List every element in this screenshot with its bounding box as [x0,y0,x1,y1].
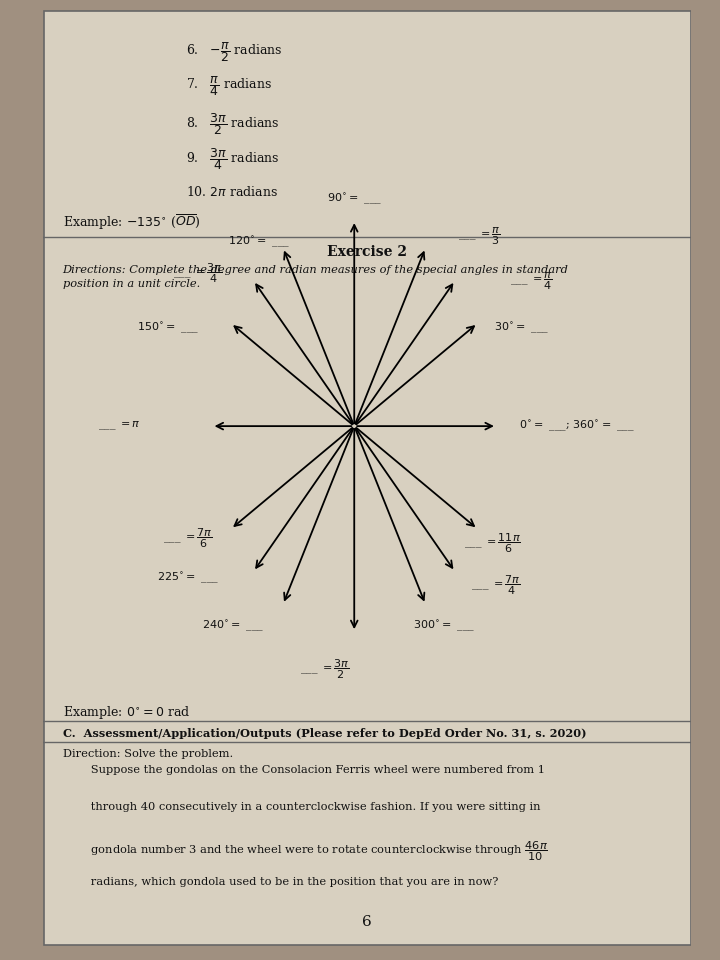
Text: ___ $= \dfrac{7\pi}{6}$: ___ $= \dfrac{7\pi}{6}$ [163,527,213,550]
Text: ___ $= \dfrac{7\pi}{4}$: ___ $= \dfrac{7\pi}{4}$ [471,573,521,597]
Text: $150^{\circ} = $ ___: $150^{\circ} = $ ___ [137,321,199,335]
Text: $225^{\circ} = $ ___: $225^{\circ} = $ ___ [156,570,219,585]
Text: Example: $0^{\circ} = 0$ rad: Example: $0^{\circ} = 0$ rad [63,704,190,721]
Text: $0^{\circ} = $ ___; $360^{\circ} = $ ___: $0^{\circ} = $ ___; $360^{\circ} = $ ___ [519,419,635,433]
Text: $90^{\circ} = $ ___: $90^{\circ} = $ ___ [327,192,382,206]
Text: $300^{\circ} = $ ___: $300^{\circ} = $ ___ [413,618,475,633]
FancyBboxPatch shape [44,11,690,945]
Text: ___ $= \dfrac{11\pi}{6}$: ___ $= \dfrac{11\pi}{6}$ [464,532,521,555]
Text: Direction: Solve the problem.: Direction: Solve the problem. [63,749,233,759]
Text: 8.   $\dfrac{3\pi}{2}$ radians: 8. $\dfrac{3\pi}{2}$ radians [186,110,279,136]
Text: $30^{\circ} = $ ___: $30^{\circ} = $ ___ [493,321,549,335]
Text: through 40 consecutively in a counterclockwise fashion. If you were sitting in: through 40 consecutively in a counterclo… [69,803,541,812]
Text: $120^{\circ} = $ ___: $120^{\circ} = $ ___ [228,234,290,249]
Text: Suppose the gondolas on the Consolacion Ferris wheel were numbered from 1: Suppose the gondolas on the Consolacion … [69,765,545,775]
Text: 6.   $-\dfrac{\pi}{2}$ radians: 6. $-\dfrac{\pi}{2}$ radians [186,39,282,63]
Text: position in a unit circle.: position in a unit circle. [63,279,200,289]
Text: Example: $-135^{\circ}$ ($\overline{OD}$): Example: $-135^{\circ}$ ($\overline{OD}$… [63,212,200,231]
Text: 9.   $\dfrac{3\pi}{4}$ radians: 9. $\dfrac{3\pi}{4}$ radians [186,147,279,172]
Text: ___ $= \pi$: ___ $= \pi$ [98,420,141,432]
Text: radians, which gondola used to be in the position that you are in now?: radians, which gondola used to be in the… [69,877,498,887]
Text: 10. $2\pi$ radians: 10. $2\pi$ radians [186,185,278,199]
Text: 6: 6 [362,915,372,928]
Text: ___ $= \dfrac{3\pi}{4}$: ___ $= \dfrac{3\pi}{4}$ [173,262,222,285]
Text: 7.   $\dfrac{\pi}{4}$ radians: 7. $\dfrac{\pi}{4}$ radians [186,74,271,98]
Text: ___ $= \dfrac{\pi}{3}$: ___ $= \dfrac{\pi}{3}$ [458,226,501,247]
Text: $240^{\circ} = $ ___: $240^{\circ} = $ ___ [202,618,264,633]
Text: gondola number 3 and the wheel were to rotate counterclockwise through $\dfrac{4: gondola number 3 and the wheel were to r… [69,840,548,863]
Text: Exercise 2: Exercise 2 [327,246,408,259]
Text: Directions: Complete the degree and radian measures of the special angles in sta: Directions: Complete the degree and radi… [63,265,569,276]
Text: ___ $= \dfrac{3\pi}{2}$: ___ $= \dfrac{3\pi}{2}$ [300,658,350,681]
Text: ___ $= \dfrac{\pi}{4}$: ___ $= \dfrac{\pi}{4}$ [510,271,553,292]
Text: C.  Assessment/Application/Outputs (Please refer to DepEd Order No. 31, s. 2020): C. Assessment/Application/Outputs (Pleas… [63,729,586,739]
